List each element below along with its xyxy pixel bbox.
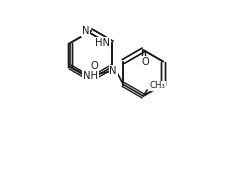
- Text: HN: HN: [95, 38, 110, 48]
- Text: N: N: [82, 26, 89, 36]
- Text: N: N: [110, 66, 117, 76]
- Text: O: O: [90, 61, 98, 71]
- Text: NH: NH: [83, 71, 98, 81]
- Text: O: O: [141, 57, 149, 67]
- Text: CH₃: CH₃: [149, 81, 165, 91]
